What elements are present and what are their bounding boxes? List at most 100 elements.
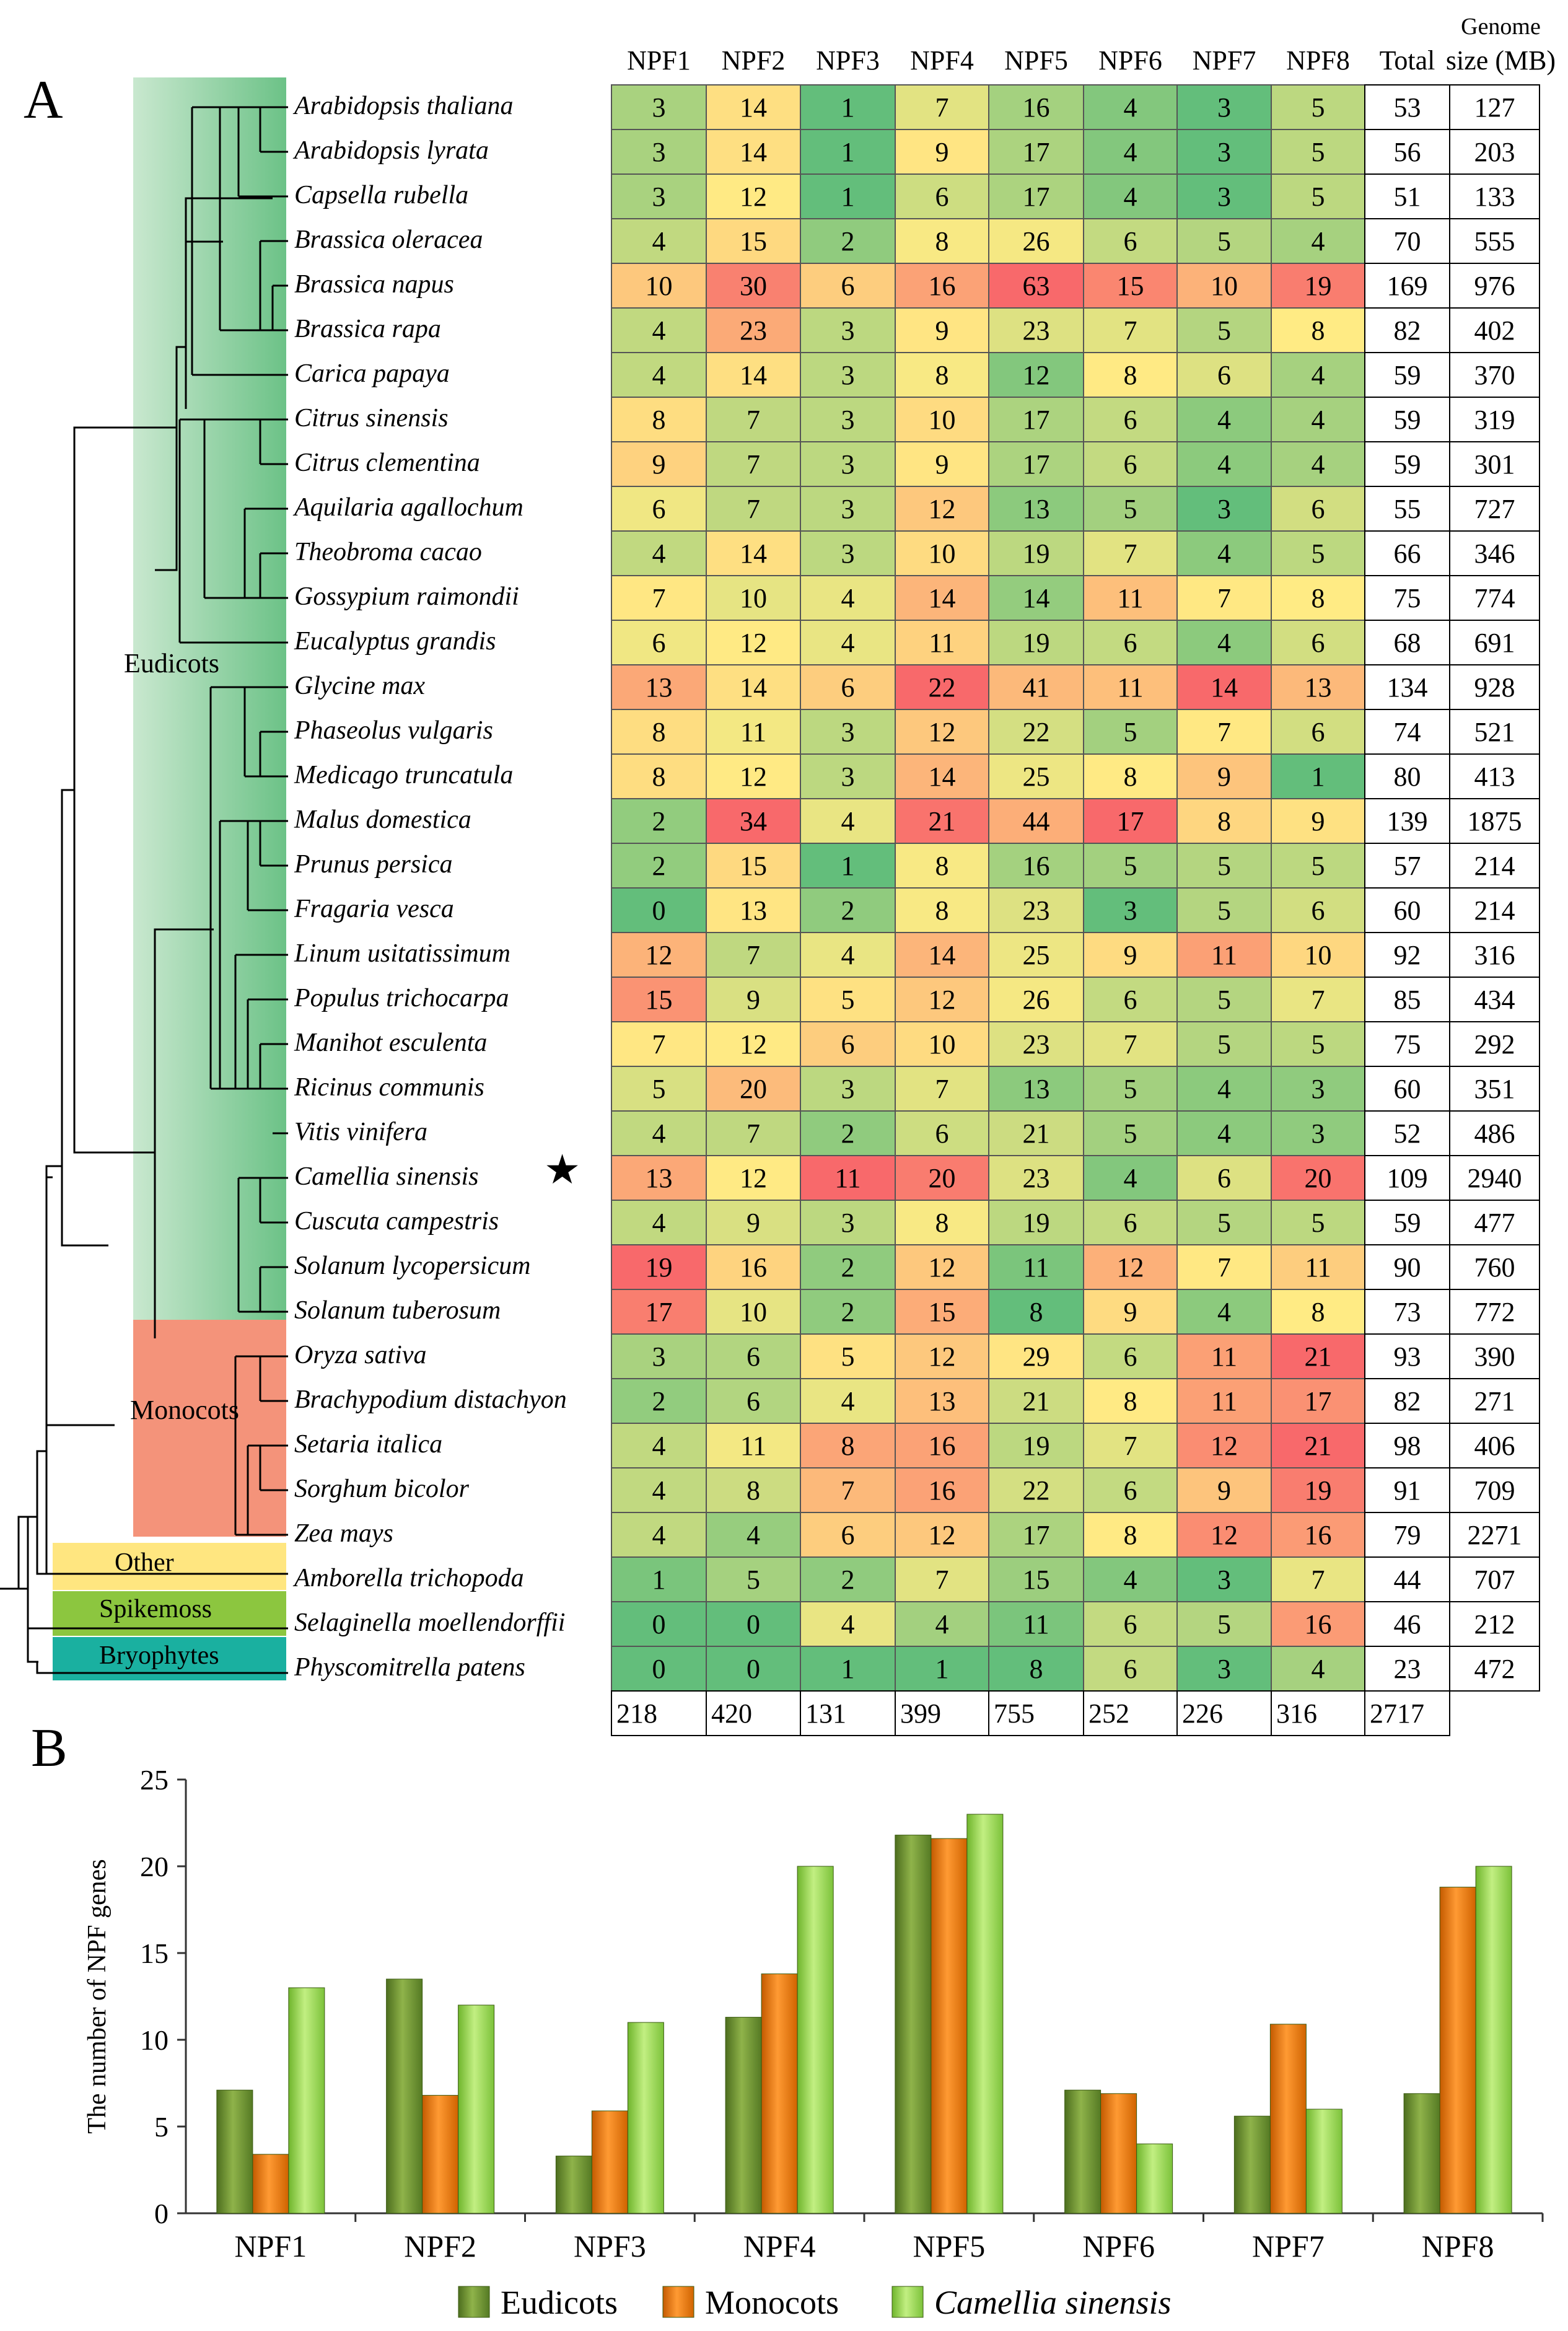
species-label: Zea mays: [294, 1519, 393, 1548]
heat-cell: [1271, 1289, 1365, 1335]
heat-cell-value: 1: [841, 137, 855, 167]
heat-cell-value: 8: [1217, 806, 1231, 836]
heat-cell-value: 26: [1023, 226, 1050, 257]
total-cell-value: 82: [1394, 1386, 1421, 1416]
genome-cell-value: 1875: [1468, 806, 1522, 836]
species-label: Aquilaria agallochum: [292, 493, 523, 522]
heat-cell-value: 6: [1312, 895, 1325, 926]
heat-cell-value: 7: [841, 1475, 855, 1506]
heat-cell-value: 4: [1124, 182, 1137, 212]
heat-cell: [895, 397, 989, 442]
heat-cell-value: 12: [1211, 1520, 1238, 1550]
legend-label: Eudicots: [501, 2284, 618, 2321]
total-cell-value: 60: [1394, 895, 1421, 926]
genome-size-header-line1: Genome: [1461, 14, 1541, 40]
y-tick-label: 25: [140, 1764, 169, 1796]
heat-cell: [611, 843, 707, 889]
heat-cell-value: 12: [929, 1520, 956, 1550]
heat-cell: [1271, 84, 1365, 130]
heat-cell: [611, 1333, 707, 1379]
bar-eudicots: [386, 1978, 423, 2214]
heat-cell-value: 7: [747, 494, 760, 524]
bar-eudicots: [1064, 2089, 1102, 2214]
heat-cell-value: 6: [1124, 1208, 1137, 1238]
species-label: Malus domestica: [294, 806, 471, 834]
heat-cell: [1083, 1110, 1178, 1156]
heat-cell: [1271, 1646, 1365, 1692]
heat-cell-value: 8: [1030, 1297, 1043, 1327]
heat-cell-value: 17: [646, 1297, 673, 1327]
heat-cell: [1176, 1467, 1272, 1513]
heat-cell-value: 21: [1305, 1431, 1332, 1461]
heat-cell: [706, 1646, 801, 1692]
species-label: Theobroma cacao: [294, 538, 482, 566]
bar-camellia-sinensis: [627, 2022, 664, 2214]
heat-cell: [1083, 887, 1178, 933]
heat-cell: [1083, 173, 1178, 219]
heat-cell: [1083, 352, 1178, 398]
heat-cell: [706, 1200, 801, 1245]
heat-cell: [1176, 441, 1272, 487]
genome-cell-value: 316: [1474, 940, 1515, 970]
heat-cell-value: 5: [1312, 137, 1325, 167]
heat-cell: [611, 1601, 707, 1647]
bar-camellia-sinensis: [1475, 1866, 1512, 2214]
heat-cell-value: 4: [1312, 1654, 1325, 1684]
total-cell-value: 55: [1394, 494, 1421, 524]
heat-cell: [800, 1333, 896, 1379]
column-total-cell: [706, 1690, 801, 1736]
heat-cell-value: 19: [1023, 538, 1050, 569]
heat-cell-value: 9: [935, 449, 949, 480]
genome-cell: [1449, 218, 1540, 264]
heat-cell-value: 15: [929, 1297, 956, 1327]
heat-cell-value: 23: [1023, 1163, 1050, 1193]
heat-cell-value: 4: [1217, 1297, 1231, 1327]
total-cell-value: 139: [1387, 806, 1428, 836]
genome-size-header-line2: size (MB): [1446, 45, 1556, 76]
legend-swatch: [458, 2286, 490, 2318]
column-header-npf4: NPF4: [910, 45, 974, 76]
heat-cell-value: 5: [1124, 494, 1137, 524]
heat-cell-value: 4: [1217, 1074, 1231, 1104]
heat-cell-value: 12: [929, 717, 956, 747]
heat-cell: [800, 307, 896, 353]
heat-cell-value: 11: [1023, 1252, 1049, 1283]
heat-cell: [800, 1155, 896, 1201]
heat-cell-value: 5: [1217, 315, 1231, 346]
total-cell: [1364, 1289, 1450, 1335]
genome-cell-value: 212: [1474, 1609, 1515, 1640]
species-label: Gossypium raimondii: [294, 582, 519, 611]
heat-cell: [706, 1066, 801, 1112]
heat-cell-value: 4: [652, 226, 666, 257]
genome-cell: [1449, 1646, 1540, 1692]
column-total-value: 252: [1088, 1698, 1129, 1729]
camellia-star-marker: ★: [544, 1148, 580, 1193]
legend-label: Camellia sinensis: [934, 2284, 1172, 2321]
genome-cell: [1449, 887, 1540, 933]
heat-cell-value: 41: [1023, 672, 1050, 703]
total-cell-value: 109: [1387, 1163, 1428, 1193]
heat-cell-value: 16: [1023, 851, 1050, 881]
heat-cell-value: 4: [841, 940, 855, 970]
heat-cell: [1271, 1601, 1365, 1647]
heat-cell: [895, 709, 989, 755]
heat-cell-value: 17: [1117, 806, 1144, 836]
species-label: Brachypodium distachyon: [294, 1385, 567, 1414]
heat-cell-value: 8: [652, 717, 666, 747]
heat-cell-value: 11: [1117, 672, 1143, 703]
species-label: Camellia sinensis: [294, 1162, 479, 1191]
heat-cell-value: 2: [841, 1118, 855, 1149]
species-label: Carica papaya: [294, 359, 450, 388]
heat-cell: [1271, 887, 1365, 933]
total-cell: [1364, 887, 1450, 933]
x-tick-label: NPF2: [404, 2229, 476, 2263]
heat-cell: [800, 753, 896, 799]
clade-monocots-band: [133, 1320, 286, 1537]
total-cell: [1364, 575, 1450, 621]
total-cell: [1364, 1601, 1450, 1647]
heat-cell-value: 16: [929, 1475, 956, 1506]
total-cell: [1364, 1021, 1450, 1067]
heat-cell-value: 0: [652, 895, 666, 926]
genome-cell: [1449, 263, 1540, 309]
